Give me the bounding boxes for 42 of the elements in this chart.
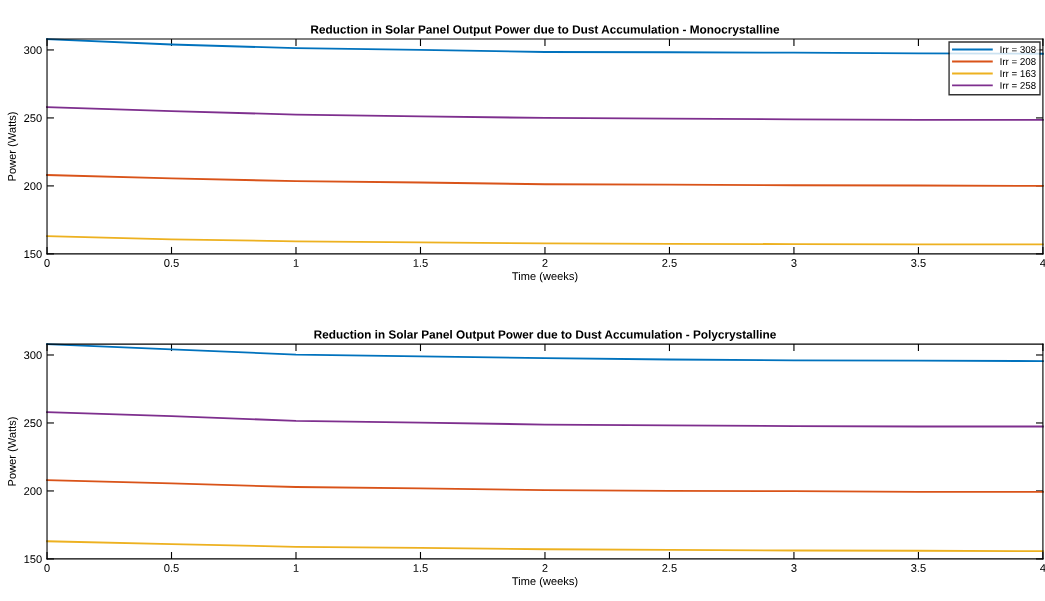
line-series — [46, 540, 1044, 553]
chart-title: Reduction in Solar Panel Output Power due to Dust Accumulation - Monocrystalline — [311, 24, 780, 36]
x-tick-label: 2.5 — [662, 259, 677, 267]
x-tick-label: 2 — [542, 259, 548, 267]
chart-title: Reduction in Solar Panel Output Power due to Dust Accumulation - Polycrystalline — [314, 330, 776, 341]
line-series — [46, 106, 1044, 121]
y-tick-label: 150 — [24, 250, 42, 259]
x-tick-label: 3.5 — [911, 564, 926, 572]
legend-label: Irr = 258 — [1000, 82, 1036, 89]
x-tick-label: 0 — [44, 564, 50, 572]
y-tick-label: 300 — [24, 351, 42, 360]
y-tick-label: 250 — [24, 419, 42, 428]
x-axis-title: Time (weeks) — [512, 271, 578, 283]
x-axis-title: Time (weeks) — [512, 576, 578, 588]
y-tick-label: 300 — [24, 46, 42, 55]
x-tick-label: 0 — [44, 259, 50, 267]
x-tick-label: 1.5 — [413, 564, 428, 572]
y-axis-title: Power (Watts) — [7, 417, 19, 486]
x-tick-label: 1 — [293, 564, 299, 572]
legend-label: Irr = 308 — [1000, 46, 1036, 54]
y-tick-label: 200 — [24, 182, 42, 191]
line-series — [46, 174, 1044, 187]
x-tick-label: 3 — [791, 564, 797, 572]
x-tick-label: 1.5 — [413, 259, 428, 267]
y-tick-label: 250 — [24, 114, 42, 123]
x-tick-label: 3 — [791, 259, 797, 267]
x-tick-label: 4 — [1040, 259, 1045, 267]
x-tick-label: 2 — [542, 564, 548, 572]
y-axis-title: Power (Watts) — [7, 112, 19, 181]
legend-label: Irr = 208 — [1000, 58, 1036, 65]
line-series — [46, 411, 1044, 428]
x-tick-label: 2.5 — [662, 564, 677, 572]
x-tick-label: 0.5 — [164, 564, 179, 572]
y-tick-label: 200 — [24, 487, 42, 496]
line-series — [46, 479, 1044, 493]
x-tick-label: 1 — [293, 259, 299, 267]
y-tick-label: 150 — [24, 555, 42, 564]
x-tick-label: 4 — [1040, 564, 1045, 572]
x-tick-label: 0.5 — [164, 259, 179, 267]
legend-label: Irr = 163 — [1000, 70, 1036, 77]
line-series — [46, 235, 1044, 246]
x-tick-label: 3.5 — [911, 259, 926, 267]
